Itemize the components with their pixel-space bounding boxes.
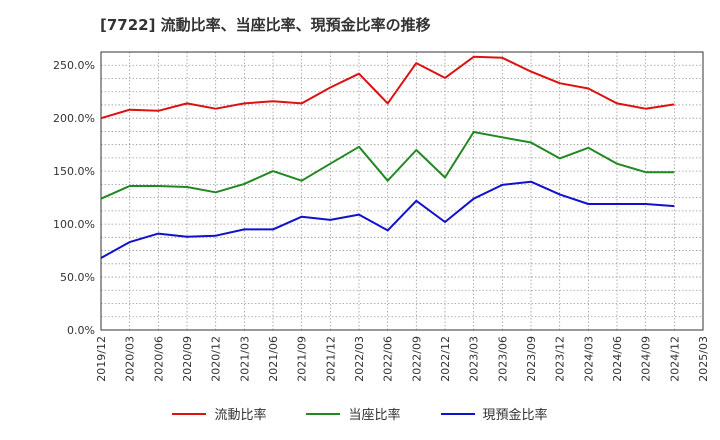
y-tick-label: 150.0%	[53, 165, 95, 178]
x-tick-label: 2021/03	[238, 336, 251, 382]
y-tick-label: 0.0%	[67, 324, 95, 337]
plot-area	[101, 52, 703, 330]
x-tick-label: 2022/09	[410, 336, 423, 382]
x-tick-label: 2020/09	[181, 336, 194, 382]
x-tick-label: 2025/03	[697, 336, 710, 382]
legend-swatch	[306, 412, 341, 415]
legend-item: 現預金比率	[440, 404, 548, 423]
legend-label: 流動比率	[214, 408, 267, 423]
y-tick-label: 250.0%	[53, 59, 95, 72]
chart-legend: 流動比率 当座比率 現預金比率	[0, 404, 720, 423]
legend-swatch	[172, 412, 207, 415]
y-tick-label: 100.0%	[53, 218, 95, 231]
x-tick-label: 2023/12	[554, 336, 567, 382]
x-tick-label: 2024/03	[582, 336, 595, 382]
x-tick-label: 2024/12	[668, 336, 681, 382]
x-tick-label: 2019/12	[95, 336, 108, 382]
plot-border	[100, 51, 704, 331]
legend-item: 流動比率	[172, 404, 266, 423]
x-tick-label: 2022/12	[439, 336, 452, 382]
x-tick-label: 2022/06	[382, 336, 395, 382]
legend-label: 当座比率	[348, 408, 401, 423]
y-tick-label: 50.0%	[60, 271, 95, 284]
x-tick-label: 2020/03	[124, 336, 137, 382]
x-tick-label: 2022/03	[353, 336, 366, 382]
x-tick-label: 2024/09	[640, 336, 653, 382]
x-tick-label: 2021/09	[296, 336, 309, 382]
x-tick-label: 2023/03	[468, 336, 481, 382]
x-tick-label: 2024/06	[611, 336, 624, 382]
y-tick-label: 200.0%	[53, 112, 95, 125]
legend-item: 当座比率	[306, 404, 401, 423]
x-tick-label: 2023/09	[525, 336, 538, 382]
legend-swatch	[440, 412, 475, 415]
x-tick-label: 2021/06	[267, 336, 280, 382]
legend-label: 現預金比率	[482, 408, 548, 423]
x-tick-label: 2020/06	[152, 336, 165, 382]
chart-title: [7722] 流動比率、当座比率、現預金比率の推移	[100, 16, 431, 34]
x-tick-label: 2021/12	[324, 336, 337, 382]
x-tick-label: 2020/12	[210, 336, 223, 382]
x-tick-label: 2023/06	[496, 336, 509, 382]
